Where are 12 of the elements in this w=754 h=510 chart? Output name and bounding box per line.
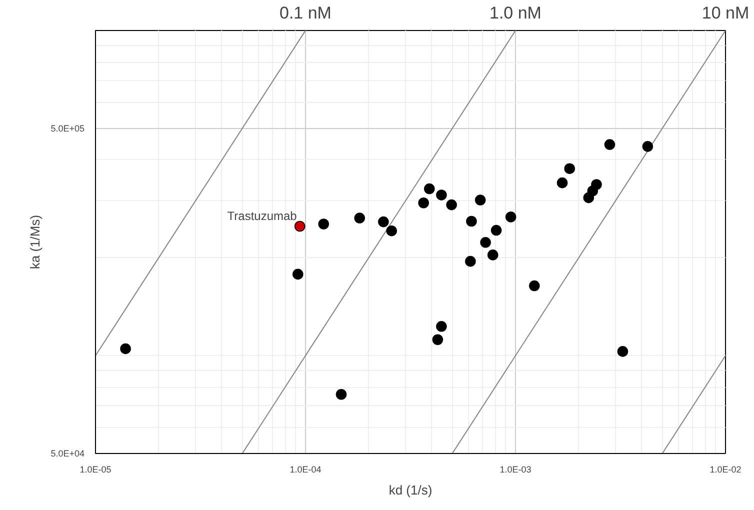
annotation: Trastuzumab xyxy=(227,209,298,224)
y-tick-label: 5.0E+04 xyxy=(50,448,84,458)
series-label: 1.0 nM xyxy=(490,4,542,22)
series-label: 10 nM xyxy=(702,4,750,22)
y-axis-title: ka (1/Ms) xyxy=(28,214,43,270)
series-label: 0.1 nM xyxy=(280,4,332,22)
x-tick-label: 1.0E-03 xyxy=(500,464,532,474)
x-tick-label: 1.0E-05 xyxy=(80,464,112,474)
y-tick-label: 5.0E+05 xyxy=(50,123,84,134)
x-tick-label: 1.0E-04 xyxy=(290,464,322,474)
x-tick-label: 1.0E-02 xyxy=(710,464,742,474)
x-axis-title: kd (1/s) xyxy=(388,482,432,498)
